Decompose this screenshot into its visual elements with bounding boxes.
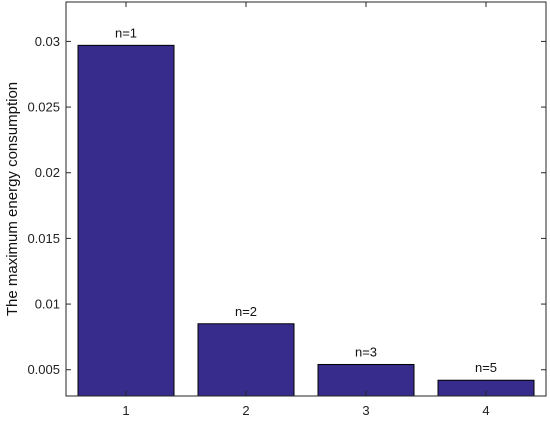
bar-label-1: n=1	[115, 25, 137, 40]
y-tick-label: 0.015	[27, 231, 60, 246]
bar-1	[77, 44, 175, 397]
y-axis-title: The maximum energy consumption	[4, 82, 21, 316]
bars-group	[77, 44, 535, 397]
y-tick-label: 0.005	[27, 362, 60, 377]
bar-label-3: n=3	[355, 344, 377, 359]
bar-2	[197, 323, 295, 397]
x-tick-label: 3	[362, 403, 369, 418]
x-tick-label: 4	[482, 403, 489, 418]
bar-labels-group: n=1 n=2 n=3 n=5	[115, 25, 497, 375]
bar-label-4: n=5	[475, 360, 497, 375]
y-tick-label: 0.01	[35, 297, 60, 312]
plot-frame	[65, 1, 547, 397]
bar-3	[317, 363, 415, 397]
y-tick-label: 0.03	[35, 34, 60, 49]
x-axis-ticks: 1 2 3 4	[122, 2, 490, 418]
y-tick-label: 0.02	[35, 165, 60, 180]
x-tick-label: 2	[242, 403, 249, 418]
x-tick-label: 1	[122, 403, 129, 418]
y-tick-label: 0.025	[27, 100, 60, 115]
y-axis-ticks: 0.005 0.01 0.015 0.02 0.025 0.03	[27, 34, 546, 377]
bar-label-2: n=2	[235, 304, 257, 319]
